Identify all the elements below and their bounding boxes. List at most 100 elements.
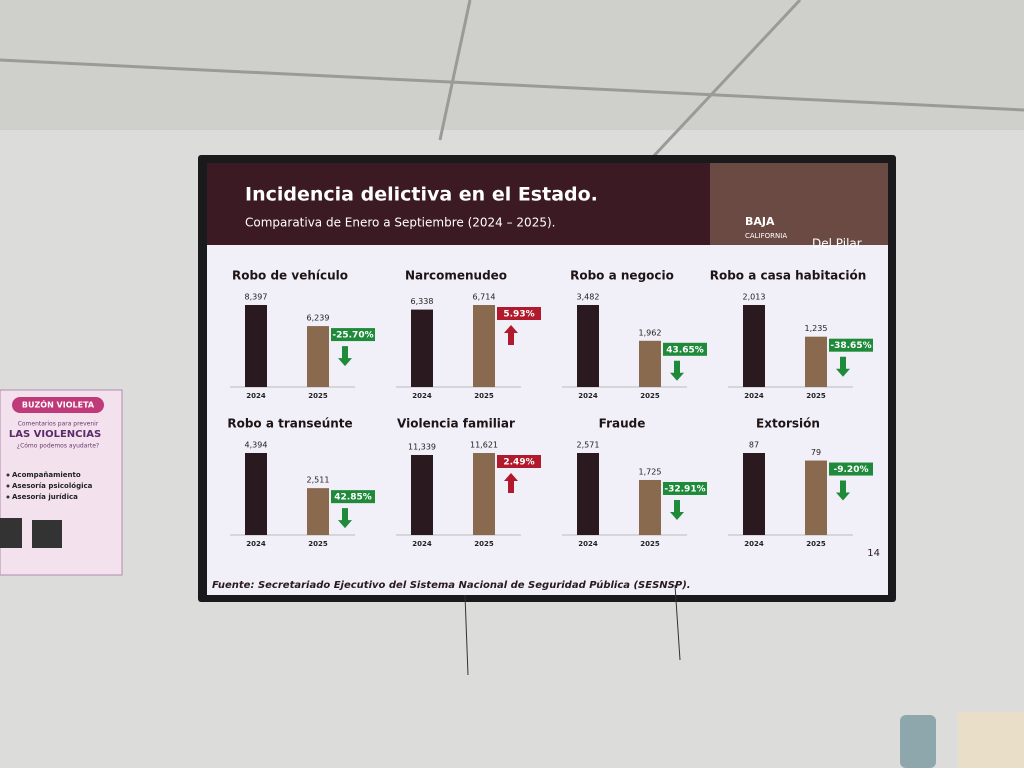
logo-text: CALIFORNIA xyxy=(745,232,787,240)
bar xyxy=(411,454,433,535)
x-tick-label: 2024 xyxy=(246,392,266,400)
trend-arrow xyxy=(836,480,850,501)
change-badge xyxy=(331,328,375,342)
x-tick-label: 2025 xyxy=(806,392,826,400)
value-label: 2,013 xyxy=(743,293,766,302)
x-tick-label: 2025 xyxy=(308,540,328,548)
poster-headline: LAS VIOLENCIAS xyxy=(9,429,101,440)
poster-badge xyxy=(12,397,104,413)
chart-title: Fraude xyxy=(599,417,646,431)
x-tick-label: 2024 xyxy=(412,540,432,548)
slide-subtitle: Comparativa de Enero a Septiembre (2024 … xyxy=(245,216,555,230)
bottle xyxy=(900,715,936,768)
bar xyxy=(743,305,765,387)
change-badge xyxy=(663,342,707,356)
change-badge xyxy=(497,455,541,468)
trend-arrow xyxy=(338,346,352,367)
x-tick-label: 2025 xyxy=(308,392,328,400)
value-label: 4,394 xyxy=(245,441,268,450)
x-tick-label: 2025 xyxy=(474,392,494,400)
value-label: 6,338 xyxy=(411,297,434,306)
bar xyxy=(473,453,495,535)
x-tick-label: 2024 xyxy=(744,540,764,548)
cable xyxy=(464,594,469,676)
poster-item: Asesoría jurídica xyxy=(12,493,78,501)
bag xyxy=(958,712,1024,768)
poster-question: ¿Cómo podemos ayudarte? xyxy=(17,443,99,450)
value-label: 3,482 xyxy=(577,293,600,302)
bar xyxy=(577,453,599,535)
trend-arrow xyxy=(670,499,684,520)
change-label: 42.85% xyxy=(334,493,372,503)
trend-arrow xyxy=(504,473,518,493)
change-label: -25.70% xyxy=(332,331,373,341)
trend-arrow xyxy=(504,325,518,345)
value-label: 1,725 xyxy=(639,467,662,476)
trend-arrow xyxy=(836,356,850,377)
x-tick-label: 2024 xyxy=(246,540,266,548)
charts: Robo de vehículo 8,397 2024 6,239 2025 -25.70… xyxy=(227,269,873,548)
poster-item: Acompañamiento xyxy=(12,471,81,479)
bar xyxy=(473,305,495,387)
x-tick-label: 2025 xyxy=(806,540,826,548)
change-badge xyxy=(829,338,873,352)
cable xyxy=(674,584,681,661)
value-label: 6,714 xyxy=(473,293,496,302)
bar xyxy=(307,488,329,535)
bar xyxy=(245,453,267,535)
chart-title: Extorsión xyxy=(756,417,820,431)
change-label: -38.65% xyxy=(830,341,871,351)
ceiling-rail xyxy=(648,0,802,162)
value-label: 2,571 xyxy=(577,441,600,450)
logo-text: Del Pilar xyxy=(812,237,862,251)
chart-title: Robo a transeúnte xyxy=(227,417,352,431)
chart-title: Robo de vehículo xyxy=(232,269,348,283)
chart-title: Violencia familiar xyxy=(397,417,515,431)
value-label: 79 xyxy=(811,448,821,457)
bar xyxy=(577,305,599,387)
change-label: 2.49% xyxy=(503,458,534,468)
x-tick-label: 2024 xyxy=(412,392,432,400)
ceiling-rail xyxy=(438,0,472,141)
change-label: 5.93% xyxy=(503,310,534,320)
poster-item: Asesoría psicológica xyxy=(12,482,93,490)
page-number: 14 xyxy=(867,548,880,559)
qr-code xyxy=(32,520,62,548)
trend-arrow xyxy=(338,508,352,529)
chart-title: Robo a casa habitación xyxy=(710,269,867,283)
change-badge xyxy=(663,481,707,495)
poster-title: BUZÓN VIOLETA xyxy=(22,399,95,410)
logo-text: BAJA xyxy=(745,215,775,228)
change-label: -9.20% xyxy=(834,465,869,475)
poster-lead: Comentarios para prevenir xyxy=(18,421,99,428)
bar xyxy=(245,305,267,387)
bullet xyxy=(6,484,10,488)
change-badge xyxy=(497,307,541,320)
value-label: 8,397 xyxy=(245,293,268,302)
change-label: 43.65% xyxy=(666,345,704,355)
x-tick-label: 2025 xyxy=(474,540,494,548)
value-label: 1,235 xyxy=(805,324,828,333)
bar xyxy=(743,453,765,535)
bullet xyxy=(6,495,10,499)
bar xyxy=(639,340,661,387)
change-badge xyxy=(331,490,375,504)
ceiling xyxy=(0,0,1024,130)
x-tick-label: 2025 xyxy=(640,540,660,548)
x-tick-label: 2025 xyxy=(640,392,660,400)
value-label: 11,621 xyxy=(470,441,498,450)
slide-title: Incidencia delictiva en el Estado. xyxy=(245,184,598,206)
value-label: 87 xyxy=(749,441,759,450)
x-tick-label: 2024 xyxy=(578,392,598,400)
bar xyxy=(805,336,827,387)
bar xyxy=(307,326,329,387)
poster-items: Acompañamiento Asesoría psicológica Asesor… xyxy=(6,471,93,501)
value-label: 6,239 xyxy=(307,314,330,323)
value-label: 1,962 xyxy=(639,328,662,337)
bar xyxy=(805,460,827,535)
value-label: 2,511 xyxy=(307,476,330,485)
bullet xyxy=(6,473,10,477)
x-tick-label: 2024 xyxy=(744,392,764,400)
